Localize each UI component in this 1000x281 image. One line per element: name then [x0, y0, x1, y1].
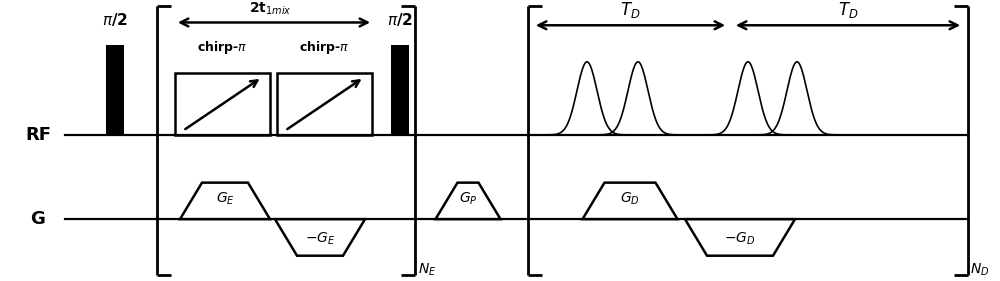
- Text: $-G_E$: $-G_E$: [305, 231, 335, 248]
- Polygon shape: [685, 219, 795, 256]
- Text: $T_D$: $T_D$: [838, 0, 858, 20]
- Text: $T_D$: $T_D$: [620, 0, 640, 20]
- Text: 2t$_{1mix}$: 2t$_{1mix}$: [249, 1, 291, 17]
- Text: RF: RF: [25, 126, 51, 144]
- Text: $\pi$/2: $\pi$/2: [387, 11, 413, 28]
- Text: G: G: [31, 210, 45, 228]
- Text: $G_E$: $G_E$: [216, 191, 234, 207]
- Text: chirp-$\pi$: chirp-$\pi$: [299, 39, 349, 56]
- Polygon shape: [436, 183, 501, 219]
- Polygon shape: [275, 219, 365, 256]
- Text: $N_E$: $N_E$: [418, 262, 437, 278]
- Bar: [175, 73, 270, 135]
- Polygon shape: [180, 183, 270, 219]
- Text: $\pi$/2: $\pi$/2: [102, 11, 128, 28]
- Polygon shape: [582, 183, 678, 219]
- Bar: [391, 45, 409, 135]
- Text: $G_D$: $G_D$: [620, 191, 640, 207]
- Bar: [106, 45, 124, 135]
- Bar: [277, 73, 372, 135]
- Text: $-G_D$: $-G_D$: [724, 231, 756, 248]
- Text: chirp-$\pi$: chirp-$\pi$: [197, 39, 247, 56]
- Text: $N_D$: $N_D$: [970, 262, 989, 278]
- Text: $G_P$: $G_P$: [459, 191, 477, 207]
